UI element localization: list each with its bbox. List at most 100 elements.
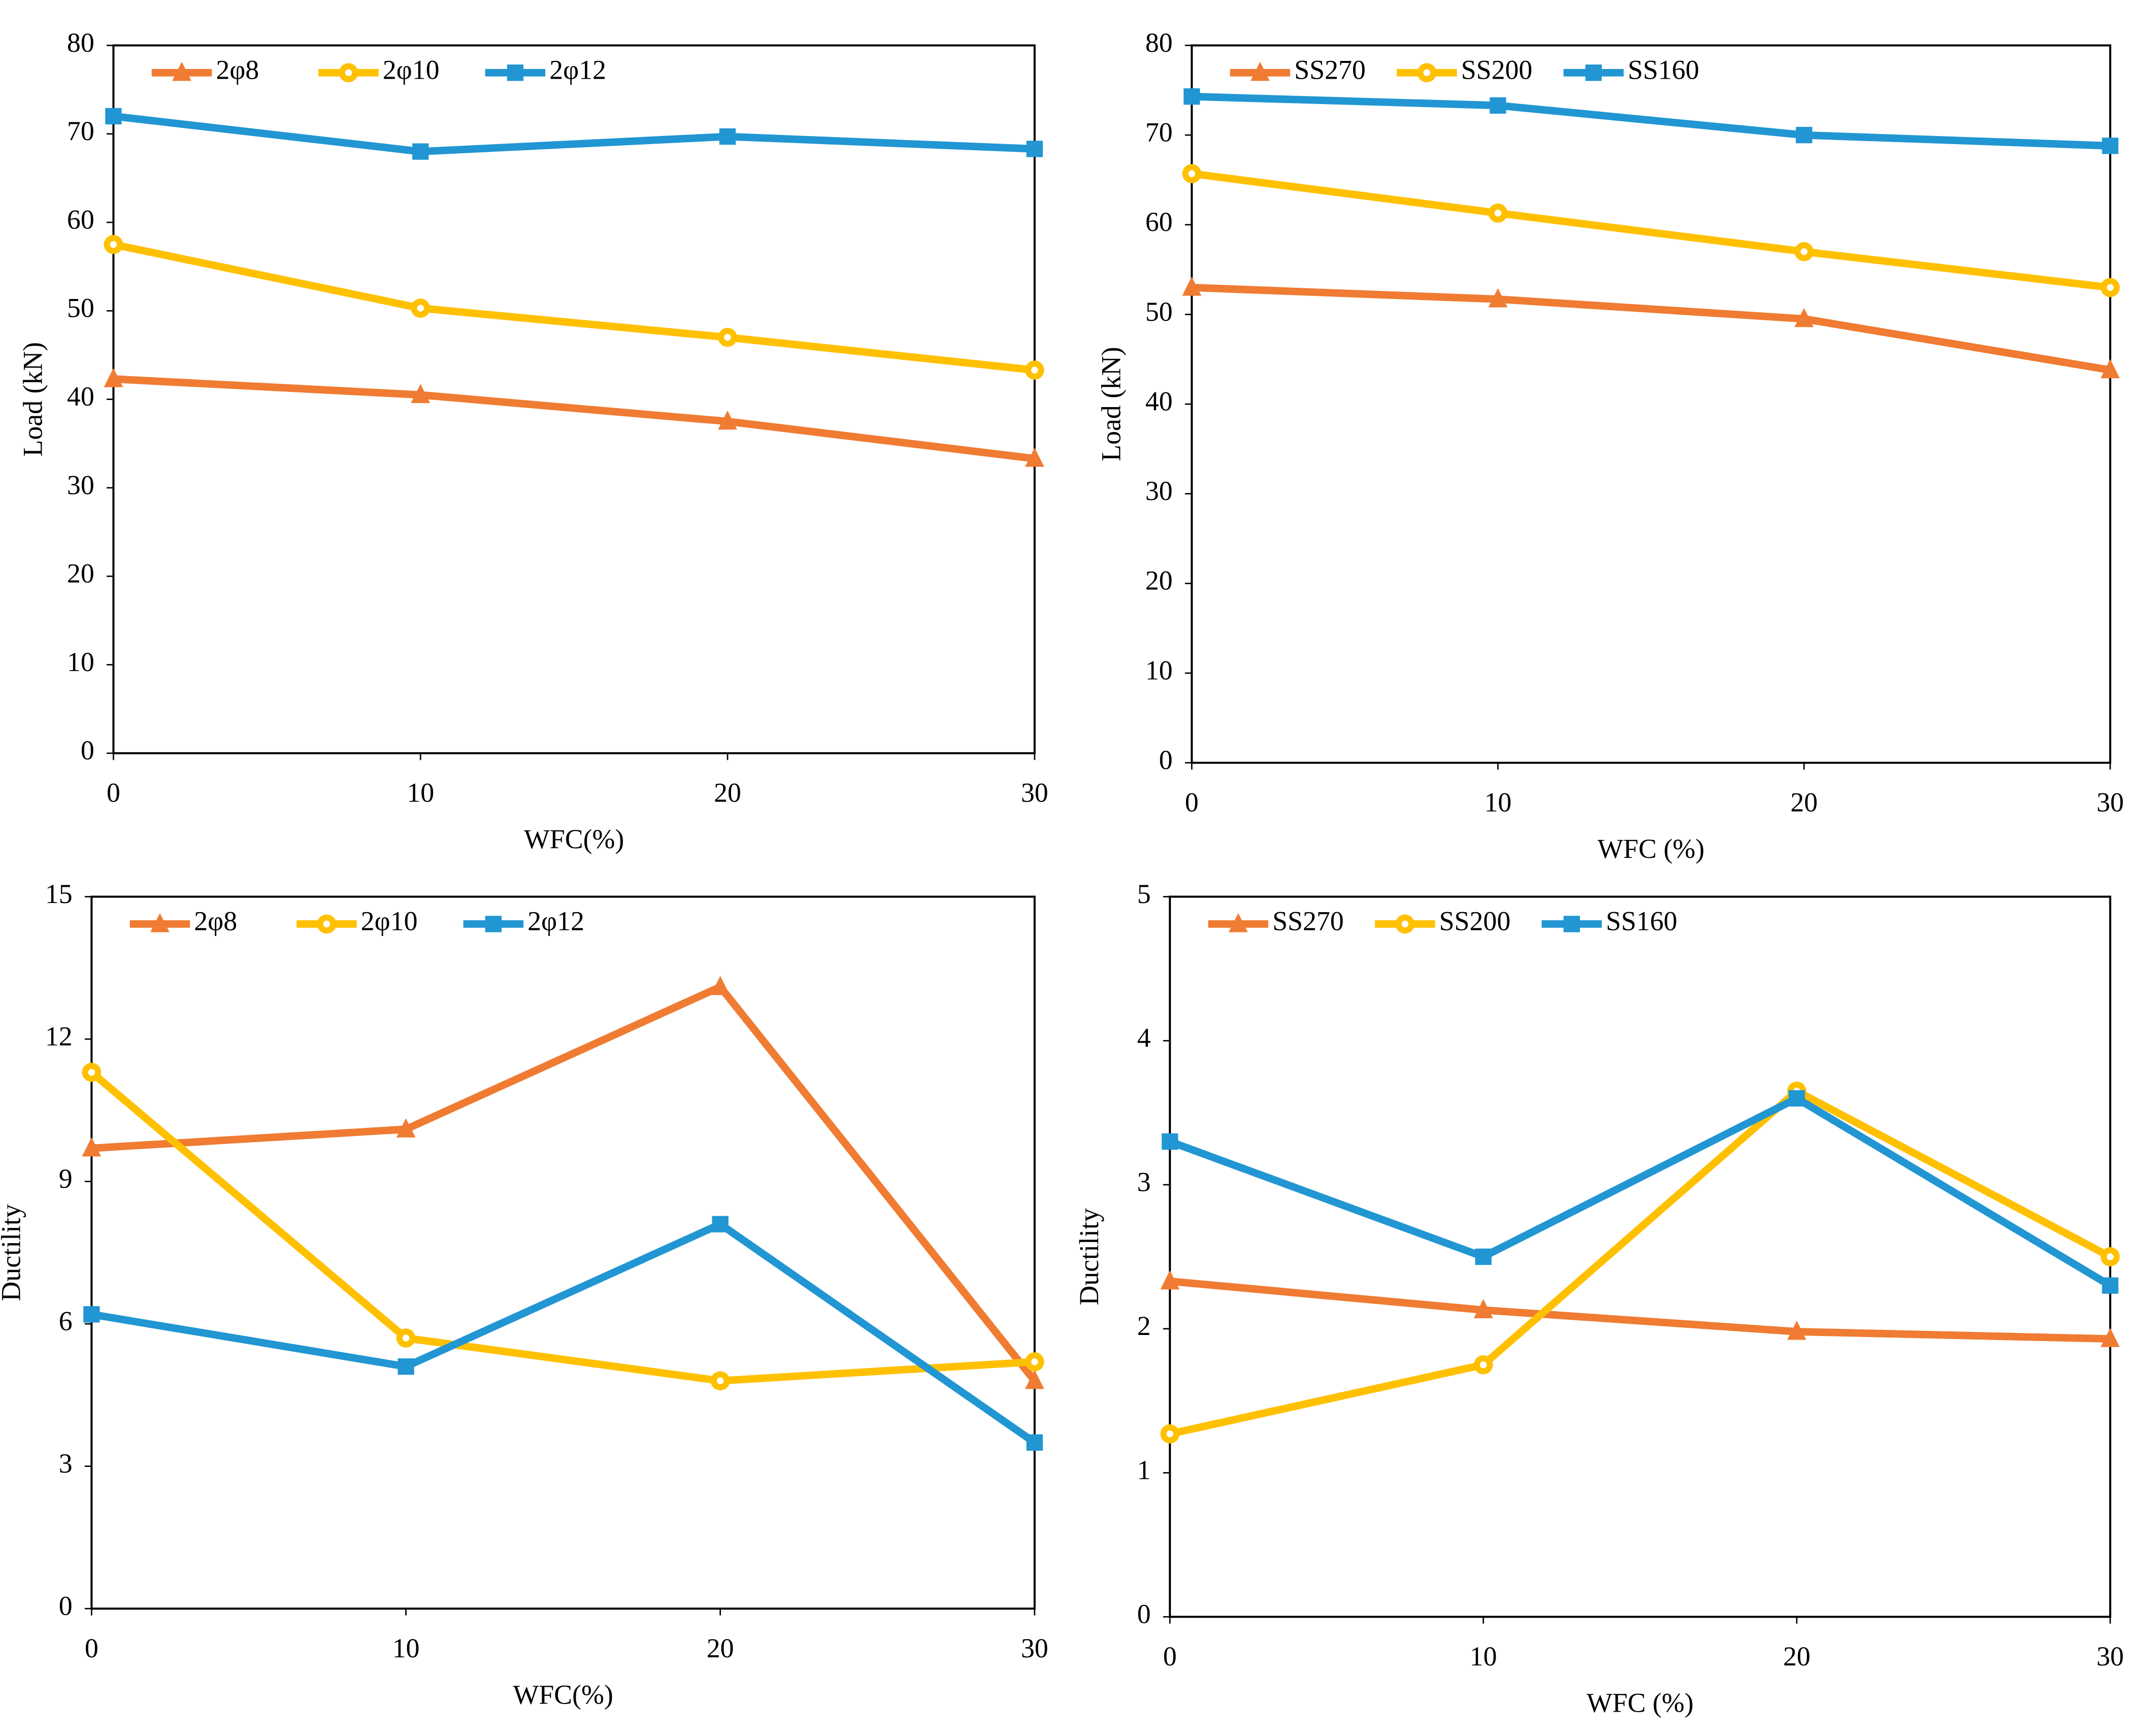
chart: 0 3 6 9 12 15 0 10 20 30 WFC(%) Ductility 2φ8 2φ10 2φ1… [0,879,1048,1710]
legend-marker [507,64,524,81]
marker [719,128,736,145]
series-line [1168,1094,2113,1289]
legend-marker [1229,913,1248,932]
plot-border [1169,895,2112,1618]
x-tick-label: 0 [1185,787,1199,818]
plot-border [1191,44,2112,764]
marker-center [402,1334,410,1342]
y-tick-label: 60 [67,204,94,235]
y-tick-label: 5 [1137,879,1151,909]
x-axis-label: WFC(%) [524,824,624,854]
legend-marker [1585,64,1602,81]
series-line [1192,284,2111,374]
x-tick-label: 10 [392,1633,420,1663]
x-tick-label: 0 [1163,1641,1177,1672]
marker-center [1494,210,1502,217]
marker [1787,1320,1806,1340]
marker-center [2106,284,2114,291]
series-line [112,241,1035,374]
legend-label: 2φ8 [216,55,259,85]
y-tick-label: 20 [67,558,94,589]
y-tick-label: 10 [1145,655,1173,685]
marker-center [1479,1361,1487,1368]
y-axis-label: Load (kN) [17,342,48,457]
x-tick-label: 20 [1783,1641,1810,1672]
y-tick-label: 0 [1137,1599,1151,1629]
legend-marker [1250,61,1270,81]
legend-marker [485,916,502,932]
x-tick-label: 10 [407,778,434,808]
marker-center [1166,1430,1174,1438]
series-line [1169,1087,2112,1438]
series-line [113,112,1035,156]
y-tick-label: 40 [1145,386,1173,416]
legend-label: SS270 [1294,55,1366,85]
y-tick-label: 50 [67,293,94,323]
x-tick-label: 0 [85,1633,98,1663]
marker-center [1031,1358,1038,1365]
marker [411,384,431,404]
y-tick-label: 30 [1145,476,1173,506]
marker [718,410,737,430]
marker [105,108,122,125]
marker [1026,141,1043,157]
x-tick-label: 30 [2096,787,2124,818]
y-tick-label: 40 [67,381,94,412]
marker [2102,1277,2119,1294]
marker-center [1188,170,1196,177]
y-axis-label: Load (kN) [1096,347,1126,461]
marker-center [110,241,117,248]
marker [2100,359,2120,379]
legend-label: SS200 [1461,55,1533,85]
y-tick-label: 4 [1137,1023,1151,1053]
y-tick-label: 12 [45,1021,73,1051]
y-tick-label: 1 [1137,1455,1151,1485]
legend-marker-center [345,69,352,77]
legend-label: 2φ10 [361,906,418,937]
series-line [1169,1277,2111,1343]
y-tick-label: 3 [59,1448,73,1479]
marker-center [88,1069,95,1076]
plot-border [112,44,1036,754]
legend-marker [150,913,170,932]
y-axis-label: Ductility [0,1204,26,1301]
plot-border [90,895,1036,1610]
y-tick-label: 30 [67,470,94,500]
marker [710,976,730,995]
x-tick-label: 30 [1021,778,1048,808]
chart: 0 10 20 30 40 50 60 70 80 0 10 20 30 WFC(%) Load (kN) 2… [17,27,1048,854]
legend-label: 2φ8 [194,906,237,937]
y-tick-label: 2 [1137,1311,1151,1341]
marker-center [724,333,731,341]
y-tick-label: 80 [1145,27,1173,58]
y-tick-label: 60 [1145,207,1173,237]
marker [1796,126,1812,144]
y-tick-label: 0 [59,1590,73,1621]
legend-label: 2φ10 [383,55,440,85]
y-tick-label: 20 [1145,565,1173,596]
x-tick-label: 20 [1790,787,1818,818]
x-axis-label: WFC(%) [513,1679,613,1710]
y-tick-label: 6 [59,1306,73,1336]
marker [412,143,429,160]
legend-label: SS200 [1439,906,1511,937]
y-tick-label: 9 [59,1163,73,1194]
legend-marker-center [1401,920,1409,928]
legend-marker-center [323,920,331,928]
series-line [91,1220,1037,1446]
marker [1475,1248,1492,1265]
legend-label: SS160 [1606,906,1677,937]
series-line [1191,170,2111,291]
y-tick-label: 80 [67,27,94,58]
marker [82,1137,102,1157]
marker [2102,138,2119,154]
y-tick-label: 0 [81,735,94,765]
marker [398,1358,414,1375]
marker [1025,1370,1044,1389]
y-tick-label: 10 [67,647,94,677]
y-axis-label: Ductility [1074,1208,1104,1305]
marker [1183,88,1200,105]
x-tick-label: 30 [2096,1641,2124,1672]
chart: 0 1 2 3 4 5 0 10 20 30 WFC (%) Ductility SS270 SS200 S… [1074,879,2124,1718]
